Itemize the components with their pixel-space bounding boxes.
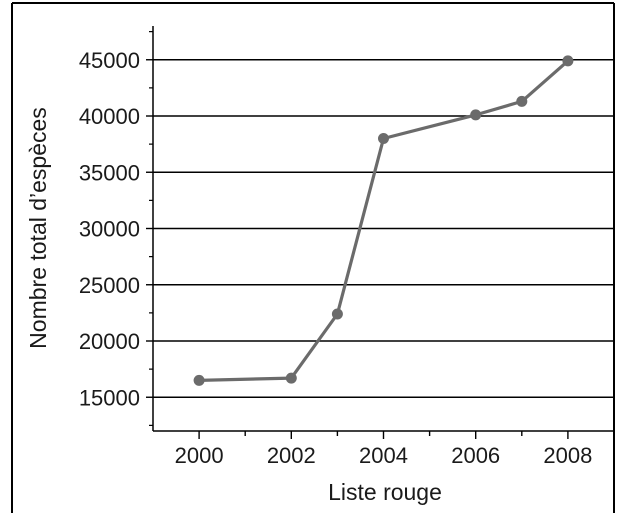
data-point-2000 — [193, 374, 205, 386]
data-point-2004 — [378, 133, 389, 144]
x-axis-label: Liste rouge — [328, 479, 442, 505]
x-tick-label-2000: 2000 — [175, 443, 224, 468]
x-axis-ticks: 2000 2002 2004 2006 2008 — [175, 431, 592, 468]
y-tick-label-25000: 25000 — [79, 273, 140, 298]
data-point-2008 — [562, 55, 574, 67]
data-series — [193, 55, 574, 386]
y-tick-label-20000: 20000 — [79, 329, 140, 354]
x-tick-label-2004: 2004 — [359, 443, 408, 468]
data-point-2003 — [331, 308, 343, 320]
y-tick-label-15000: 15000 — [79, 385, 140, 410]
data-point-2002 — [285, 372, 297, 384]
data-point-2007 — [516, 95, 528, 107]
y-axis-ticks: 15000 20000 25000 30000 35000 40000 45000 — [79, 31, 153, 426]
y-tick-label-40000: 40000 — [79, 104, 140, 129]
x-tick-label-2008: 2008 — [543, 443, 592, 468]
y-axis-label: Nombre total d’espèces — [25, 107, 51, 349]
data-point-2006 — [470, 109, 482, 121]
y-tick-label-45000: 45000 — [79, 48, 140, 73]
x-tick-label-2002: 2002 — [267, 443, 316, 468]
y-tick-label-35000: 35000 — [79, 160, 140, 185]
y-tick-label-30000: 30000 — [79, 217, 140, 242]
x-tick-label-2006: 2006 — [451, 443, 500, 468]
grid-lines — [153, 59, 614, 398]
series-line — [199, 59, 569, 382]
